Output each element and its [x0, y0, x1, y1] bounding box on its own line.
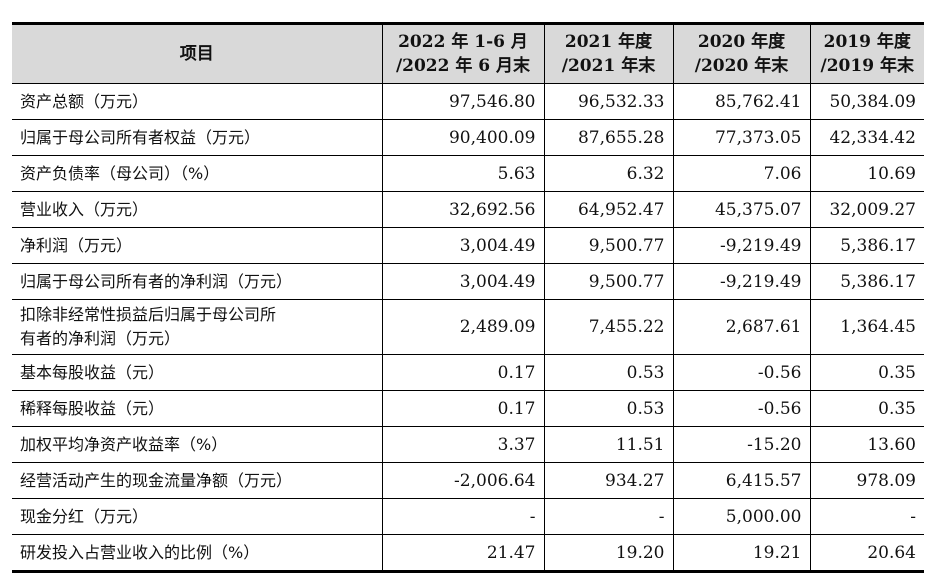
cell-value: 3,004.49	[381, 227, 545, 264]
row-label: 稀释每股收益（元）	[12, 390, 383, 427]
row-label: 资产负债率（母公司）（%）	[12, 155, 383, 192]
table-row: 扣除非经常性损益后归属于母公司所 有者的净利润（万元） 2,489.09 7,4…	[12, 299, 924, 355]
cell-value: 934.27	[543, 462, 674, 499]
header-col-2020: 2020 年度 /2020 年末	[672, 23, 811, 84]
cell-value: 13.60	[809, 426, 924, 463]
row-label: 加权平均净资产收益率（%）	[12, 426, 383, 463]
cell-value: 0.35	[809, 354, 924, 391]
header-col-line1: 2021 年度	[564, 32, 653, 52]
cell-value: 64,952.47	[543, 191, 674, 228]
cell-value: -0.56	[672, 390, 811, 427]
cell-value: -0.56	[672, 354, 811, 391]
table-row: 稀释每股收益（元） 0.17 0.53 -0.56 0.35	[12, 390, 924, 427]
cell-value: 10.69	[809, 155, 924, 192]
cell-value: -9,219.49	[672, 263, 811, 300]
cell-value: 42,334.42	[809, 119, 924, 156]
cell-value: 45,375.07	[672, 191, 811, 228]
cell-value: 7.06	[672, 155, 811, 192]
header-col-line2: /2020 年末	[694, 56, 789, 76]
table-row: 归属于母公司所有者的净利润（万元） 3,004.49 9,500.77 -9,2…	[12, 263, 924, 300]
row-label: 归属于母公司所有者的净利润（万元）	[12, 263, 383, 300]
cell-value: 9,500.77	[543, 263, 674, 300]
row-label-line2: 有者的净利润（万元）	[20, 329, 181, 348]
cell-value: 87,655.28	[543, 119, 674, 156]
row-label: 经营活动产生的现金流量净额（万元）	[12, 462, 383, 499]
cell-value: 3,004.49	[381, 263, 545, 300]
header-item: 项目	[12, 23, 383, 84]
table-row: 基本每股收益（元） 0.17 0.53 -0.56 0.35	[12, 354, 924, 391]
cell-value: 0.17	[381, 354, 545, 391]
cell-value: 11.51	[543, 426, 674, 463]
cell-value: 0.53	[543, 390, 674, 427]
table-row: 营业收入（万元） 32,692.56 64,952.47 45,375.07 3…	[12, 191, 924, 228]
table-header-row: 项目 2022 年 1-6 月 /2022 年 6 月末 2021 年度 /20…	[12, 23, 924, 84]
cell-value: 3.37	[381, 426, 545, 463]
header-col-line1: 2019 年度	[823, 32, 911, 52]
cell-value: 5.63	[381, 155, 545, 192]
cell-value: 7,455.22	[543, 299, 674, 355]
table-row: 加权平均净资产收益率（%） 3.37 11.51 -15.20 13.60	[12, 426, 924, 463]
header-col-2019: 2019 年度 /2019 年末	[809, 23, 924, 84]
cell-value: -9,219.49	[672, 227, 811, 264]
table-row: 资产总额（万元） 97,546.80 96,532.33 85,762.41 5…	[12, 83, 924, 120]
cell-value: -2,006.64	[381, 462, 545, 499]
table-row: 资产负债率（母公司）（%） 5.63 6.32 7.06 10.69	[12, 155, 924, 192]
header-col-line2: /2022 年 6 月末	[395, 56, 531, 76]
cell-value: 96,532.33	[543, 83, 674, 120]
row-label-line1: 扣除非经常性损益后归属于母公司所	[20, 305, 277, 324]
cell-value: 90,400.09	[381, 119, 545, 156]
row-label: 净利润（万元）	[12, 227, 383, 264]
table-row: 现金分红（万元） - - 5,000.00 -	[12, 498, 924, 535]
row-label: 营业收入（万元）	[12, 191, 383, 228]
table-row: 经营活动产生的现金流量净额（万元） -2,006.64 934.27 6,415…	[12, 462, 924, 499]
cell-value: 85,762.41	[672, 83, 811, 120]
cell-value: -15.20	[672, 426, 811, 463]
cell-value: 0.17	[381, 390, 545, 427]
cell-value: 19.20	[543, 534, 674, 572]
cell-value: 6,415.57	[672, 462, 811, 499]
cell-value: 6.32	[543, 155, 674, 192]
cell-value: 77,373.05	[672, 119, 811, 156]
cell-value: 0.35	[809, 390, 924, 427]
cell-value: 97,546.80	[381, 83, 545, 120]
cell-value: -	[543, 498, 674, 535]
financial-summary-table: 项目 2022 年 1-6 月 /2022 年 6 月末 2021 年度 /20…	[12, 22, 924, 573]
cell-value: 2,489.09	[381, 299, 545, 355]
row-label: 研发投入占营业收入的比例（%）	[12, 534, 383, 572]
cell-value: 20.64	[809, 534, 924, 572]
header-col-line2: /2019 年末	[820, 56, 914, 76]
cell-value: 5,386.17	[809, 227, 924, 264]
cell-value: 9,500.77	[543, 227, 674, 264]
cell-value: 2,687.61	[672, 299, 811, 355]
row-label: 现金分红（万元）	[12, 498, 383, 535]
row-label: 资产总额（万元）	[12, 83, 383, 120]
header-col-line1: 2020 年度	[697, 32, 786, 52]
cell-value: 32,009.27	[809, 191, 924, 228]
table-row: 净利润（万元） 3,004.49 9,500.77 -9,219.49 5,38…	[12, 227, 924, 264]
table-row: 归属于母公司所有者权益（万元） 90,400.09 87,655.28 77,3…	[12, 119, 924, 156]
cell-value: 978.09	[809, 462, 924, 499]
cell-value: 5,000.00	[672, 498, 811, 535]
cell-value: 5,386.17	[809, 263, 924, 300]
header-col-2021: 2021 年度 /2021 年末	[543, 23, 674, 84]
cell-value: -	[381, 498, 545, 535]
cell-value: 50,384.09	[809, 83, 924, 120]
header-col-line1: 2022 年 1-6 月	[398, 32, 528, 52]
cell-value: -	[809, 498, 924, 535]
table-row: 研发投入占营业收入的比例（%） 21.47 19.20 19.21 20.64	[12, 534, 924, 572]
cell-value: 21.47	[381, 534, 545, 572]
cell-value: 32,692.56	[381, 191, 545, 228]
cell-value: 19.21	[672, 534, 811, 572]
row-label: 扣除非经常性损益后归属于母公司所 有者的净利润（万元）	[12, 299, 383, 355]
header-col-2022h1: 2022 年 1-6 月 /2022 年 6 月末	[381, 23, 545, 84]
header-col-line2: /2021 年末	[561, 56, 656, 76]
financial-table-container: 项目 2022 年 1-6 月 /2022 年 6 月末 2021 年度 /20…	[12, 22, 924, 573]
cell-value: 1,364.45	[809, 299, 924, 355]
cell-value: 0.53	[543, 354, 674, 391]
row-label: 基本每股收益（元）	[12, 354, 383, 391]
row-label: 归属于母公司所有者权益（万元）	[12, 119, 383, 156]
